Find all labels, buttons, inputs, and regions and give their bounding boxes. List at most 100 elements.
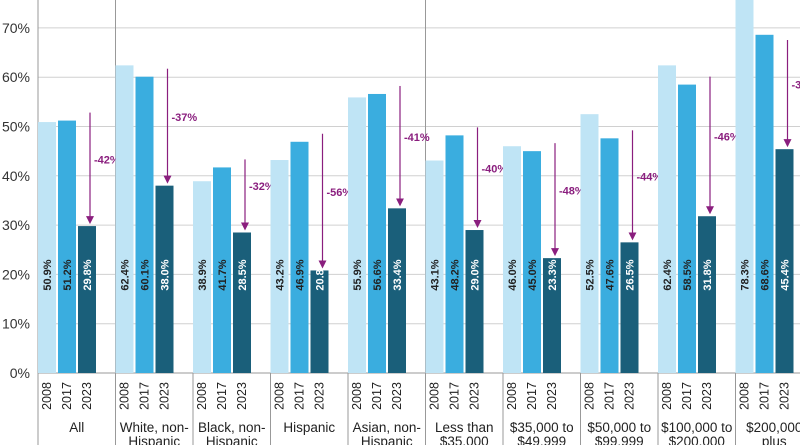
bar-2017 <box>523 151 541 373</box>
value-label: 20.8% <box>315 259 327 290</box>
category-label: $50,000 to <box>587 420 651 435</box>
value-label: 60.1% <box>140 259 152 290</box>
bar-2008 <box>115 65 134 374</box>
category-label: Hispanic <box>283 420 335 435</box>
category-label: Hispanic <box>128 434 180 445</box>
bar-2023 <box>775 149 794 373</box>
year-tick-label: 2017 <box>138 382 152 410</box>
value-label: 56.6% <box>372 259 384 290</box>
change-label: -42% <box>94 154 120 166</box>
bar-2023 <box>388 208 406 373</box>
category-label: $99,999 <box>595 434 644 445</box>
change-label: -56% <box>327 187 353 199</box>
value-label: 45.0% <box>527 259 539 290</box>
value-label: 41.7% <box>217 259 229 290</box>
change-label: -40% <box>482 164 508 176</box>
bar-2008 <box>348 97 366 374</box>
year-tick-label: 2017 <box>60 382 74 410</box>
year-tick-label: 2017 <box>603 382 617 410</box>
year-tick-label: 2017 <box>680 382 694 410</box>
bar-2023 <box>310 270 329 373</box>
value-label: 38.0% <box>160 259 172 290</box>
bar-2023 <box>465 230 484 373</box>
bar-2017 <box>135 76 154 373</box>
year-tick-label: 2008 <box>660 382 674 410</box>
category-label: $35,000 to <box>510 420 574 435</box>
bar-2008 <box>425 160 444 373</box>
year-tick-label: 2008 <box>273 382 287 410</box>
value-label: 78.3% <box>740 259 752 290</box>
value-label: 29.0% <box>470 259 482 290</box>
change-label: -37% <box>172 112 198 124</box>
bar-2017 <box>755 34 774 373</box>
y-tick-label: 60% <box>2 69 30 85</box>
value-label: 31.8% <box>702 259 714 290</box>
bar-2008 <box>193 181 211 373</box>
bar-2017 <box>213 167 231 373</box>
category-label: Hispanic <box>361 434 413 445</box>
year-tick-label: 2023 <box>700 382 714 410</box>
bar-2008 <box>735 0 754 373</box>
bar-2023 <box>543 258 561 373</box>
year-tick-label: 2017 <box>293 382 307 410</box>
y-tick-label: 30% <box>2 217 30 233</box>
value-label: 28.5% <box>237 259 249 290</box>
year-tick-label: 2008 <box>738 382 752 410</box>
year-tick-label: 2008 <box>195 382 209 410</box>
value-label: 62.4% <box>662 259 674 290</box>
category-label: All <box>69 420 84 435</box>
value-label: 46.9% <box>295 259 307 290</box>
value-label: 38.9% <box>197 259 209 290</box>
category-label: $49,999 <box>517 434 566 445</box>
y-tick-label: 70% <box>2 20 30 36</box>
category-label: Hispanic <box>206 434 258 445</box>
category-label: $35,000 <box>440 434 489 445</box>
bar-2023 <box>698 216 716 373</box>
bar-2017 <box>290 141 309 373</box>
category-label: Black, non- <box>198 420 266 435</box>
year-tick-label: 2008 <box>118 382 132 410</box>
bar-2017 <box>58 120 76 373</box>
year-tick-label: 2023 <box>313 382 327 410</box>
value-label: 26.5% <box>625 259 637 290</box>
bar-2008 <box>658 65 676 374</box>
bar-2017 <box>600 138 619 373</box>
year-tick-label: 2008 <box>583 382 597 410</box>
year-tick-label: 2023 <box>390 382 404 410</box>
value-label: 33.4% <box>392 259 404 290</box>
y-tick-label: 10% <box>2 316 30 332</box>
change-label: -48% <box>559 186 585 198</box>
category-label: Asian, non- <box>353 420 421 435</box>
category-label: $200,000 <box>669 434 725 445</box>
category-label: $200,000 <box>746 420 800 435</box>
year-tick-label: 2023 <box>235 382 249 410</box>
bar-2023 <box>78 226 96 373</box>
bar-2008 <box>580 114 599 374</box>
y-tick-label: 50% <box>2 119 30 135</box>
category-label: Less than <box>435 420 494 435</box>
year-tick-label: 2017 <box>758 382 772 410</box>
value-label: 50.9% <box>42 259 54 290</box>
bar-2023 <box>620 242 639 373</box>
category-label: plus <box>762 434 787 445</box>
value-label: 52.5% <box>585 259 597 290</box>
bar-2023 <box>155 185 174 373</box>
value-label: 68.6% <box>760 259 772 290</box>
value-label: 62.4% <box>120 259 132 290</box>
value-label: 29.8% <box>82 259 94 290</box>
year-tick-label: 2023 <box>545 382 559 410</box>
value-label: 45.4% <box>780 259 792 290</box>
change-label: -34% <box>792 80 800 92</box>
value-label: 47.6% <box>605 259 617 290</box>
y-tick-label: 0% <box>10 365 30 381</box>
y-tick-label: 20% <box>2 266 30 282</box>
value-label: 51.2% <box>62 259 74 290</box>
year-tick-label: 2017 <box>215 382 229 410</box>
value-label: 58.5% <box>682 259 694 290</box>
category-label: $100,000 to <box>661 420 732 435</box>
year-tick-label: 2017 <box>448 382 462 410</box>
bar-2017 <box>368 93 386 373</box>
year-tick-label: 2023 <box>468 382 482 410</box>
value-label: 55.9% <box>352 259 364 290</box>
